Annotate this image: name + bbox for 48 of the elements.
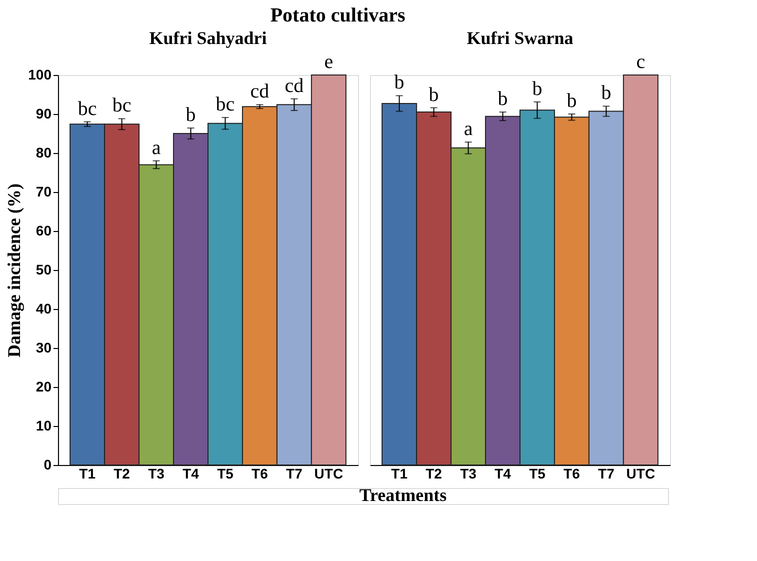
x-tick-label: T4 <box>494 466 512 482</box>
y-tick-label: 90 <box>36 106 52 122</box>
chart-title: Kufri Sahyadri <box>149 28 267 48</box>
annotation: b <box>532 78 542 100</box>
x-tick-label: T2 <box>426 466 442 482</box>
annotation: bc <box>112 94 132 117</box>
x-tick-label: T3 <box>460 466 477 482</box>
y-axis-title: Damage incidence (%) <box>4 184 24 358</box>
annotation: b <box>601 82 612 104</box>
y-tick-label: 0 <box>44 456 52 472</box>
x-tick-label: T6 <box>252 466 268 482</box>
annotation: bc <box>78 98 97 120</box>
y-tick-label: 70 <box>36 184 52 200</box>
annotation: b <box>394 72 404 94</box>
x-tick-label: T4 <box>182 466 200 482</box>
annotation: a <box>152 136 161 159</box>
y-tick-label: 30 <box>36 340 52 356</box>
x-tick-label: T7 <box>598 466 615 482</box>
y-tick-label: 10 <box>36 418 52 434</box>
x-tick-label: T1 <box>391 466 408 482</box>
x-tick-label: T5 <box>529 466 546 482</box>
annotation: b <box>498 88 508 110</box>
x-tick-label: T2 <box>114 466 130 482</box>
x-tick-label: T6 <box>564 466 580 482</box>
annotation: e <box>324 51 334 73</box>
annotation: b <box>428 84 439 106</box>
chart-title: Kufri Swarna <box>466 28 574 48</box>
y-tick-label: 80 <box>36 144 52 160</box>
y-tick-label: 40 <box>36 300 52 316</box>
y-tick-label: 20 <box>36 378 52 394</box>
annotation: bc <box>216 94 235 116</box>
x-tick-label: UTC <box>626 466 656 482</box>
annotation: b <box>566 90 577 112</box>
y-tick-label: 60 <box>36 222 52 238</box>
annotation: c <box>636 51 646 73</box>
annotation: a <box>464 118 473 140</box>
y-tick-label: 100 <box>28 66 52 82</box>
x-tick-label: UTC <box>314 466 344 482</box>
annotation: cd <box>284 74 304 97</box>
x-tick-label: T7 <box>286 466 303 482</box>
x-tick-label: T5 <box>217 466 234 482</box>
text: Potato cultivars <box>270 4 406 26</box>
x-axis-title: Treatments <box>359 485 447 505</box>
y-tick-label: 50 <box>36 262 52 278</box>
annotation: b <box>186 104 196 126</box>
x-tick-label: T3 <box>148 466 165 482</box>
x-tick-label: T1 <box>79 466 96 482</box>
annotation: cd <box>250 80 270 103</box>
